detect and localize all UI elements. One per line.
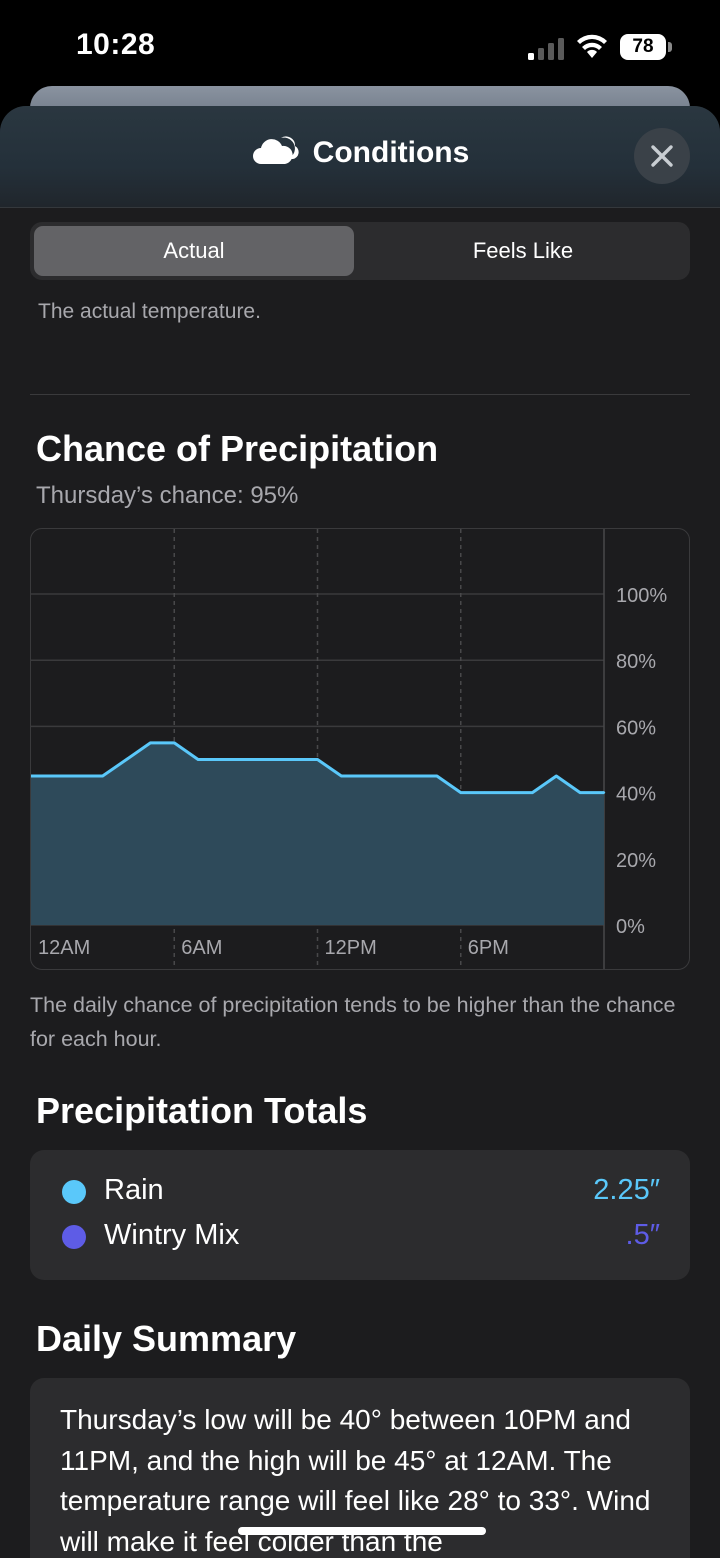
data-point [125, 758, 128, 761]
y-tick-label: 20% [616, 850, 656, 872]
temperature-mode-control: Actual Feels Like [30, 222, 690, 280]
total-value: .5″ [625, 1219, 660, 1251]
data-point [220, 758, 224, 761]
data-point [531, 791, 534, 794]
data-point [459, 791, 462, 794]
total-value: 2.25″ [593, 1174, 660, 1206]
data-point [53, 774, 57, 778]
data-point [602, 791, 606, 794]
segment-feels-like[interactable]: Feels Like [472, 238, 574, 263]
close-button[interactable] [634, 128, 690, 184]
data-point [483, 791, 486, 794]
home-indicator [238, 1527, 486, 1535]
data-point [244, 758, 248, 761]
y-tick-label: 100% [616, 585, 667, 607]
wifi-icon [577, 34, 607, 58]
data-point [340, 774, 343, 778]
data-point [435, 774, 439, 778]
sheet-title: Conditions [312, 136, 470, 169]
data-point [578, 791, 582, 794]
close-icon [651, 145, 673, 167]
precipitation-chart-svg: 100% 80% 60% 40% 20% 0% 12AM 6AM 12PM 6PM [31, 529, 667, 969]
data-point [555, 774, 558, 778]
precipitation-subtitle: Thursday’s chance: 95% [36, 482, 299, 509]
data-point [292, 758, 295, 761]
status-bar: 10:28 78 [0, 0, 720, 95]
total-row-wintry-mix: Wintry Mix .5″ [30, 1215, 690, 1259]
x-tick-label: 12AM [38, 937, 90, 959]
summary-title: Daily Summary [36, 1318, 297, 1359]
precipitation-area [31, 742, 604, 925]
chart-note: The daily chance of precipitation tends … [30, 993, 676, 1051]
data-point [77, 774, 80, 778]
data-point [387, 774, 391, 778]
battery-level: 78 [620, 34, 666, 60]
conditions-sheet: Conditions Actual Feels Like The actual … [0, 106, 720, 1558]
precipitation-title: Chance of Precipitation [36, 428, 439, 469]
y-tick-label: 80% [616, 651, 656, 673]
total-row-rain: Rain 2.25″ [30, 1170, 690, 1214]
x-tick-label: 12PM [325, 937, 377, 959]
data-point [411, 774, 415, 778]
y-tick-label: 60% [616, 717, 656, 739]
y-tick-label: 40% [616, 784, 656, 806]
y-tick-label: 0% [616, 916, 645, 938]
x-tick-label: 6PM [468, 937, 509, 959]
totals-title: Precipitation Totals [36, 1090, 368, 1131]
total-label: Rain [104, 1174, 164, 1206]
data-point [173, 741, 176, 745]
x-tick-label: 6AM [181, 937, 222, 959]
sheet-header: Conditions [0, 106, 720, 208]
divider [30, 394, 690, 395]
data-point [31, 774, 33, 778]
cellular-signal-icon [528, 38, 564, 60]
segment-actual[interactable]: Actual [34, 226, 354, 276]
data-point [507, 791, 510, 794]
data-point [101, 774, 104, 778]
wintry-mix-dot-icon [62, 1225, 86, 1249]
segment-description: The actual temperature. [38, 300, 261, 323]
rain-dot-icon [62, 1180, 86, 1204]
battery-icon: 78 [620, 34, 672, 60]
data-point [196, 758, 200, 761]
total-label: Wintry Mix [104, 1219, 240, 1251]
precipitation-chart[interactable]: 100% 80% 60% 40% 20% 0% 12AM 6AM 12PM 6PM [30, 528, 690, 970]
totals-card: Rain 2.25″ Wintry Mix .5″ [30, 1150, 690, 1280]
data-point [364, 774, 367, 778]
data-point [316, 758, 319, 761]
status-time: 10:28 [76, 28, 156, 61]
data-point [149, 741, 152, 745]
data-point [268, 758, 271, 761]
cloud-icon [252, 136, 299, 164]
